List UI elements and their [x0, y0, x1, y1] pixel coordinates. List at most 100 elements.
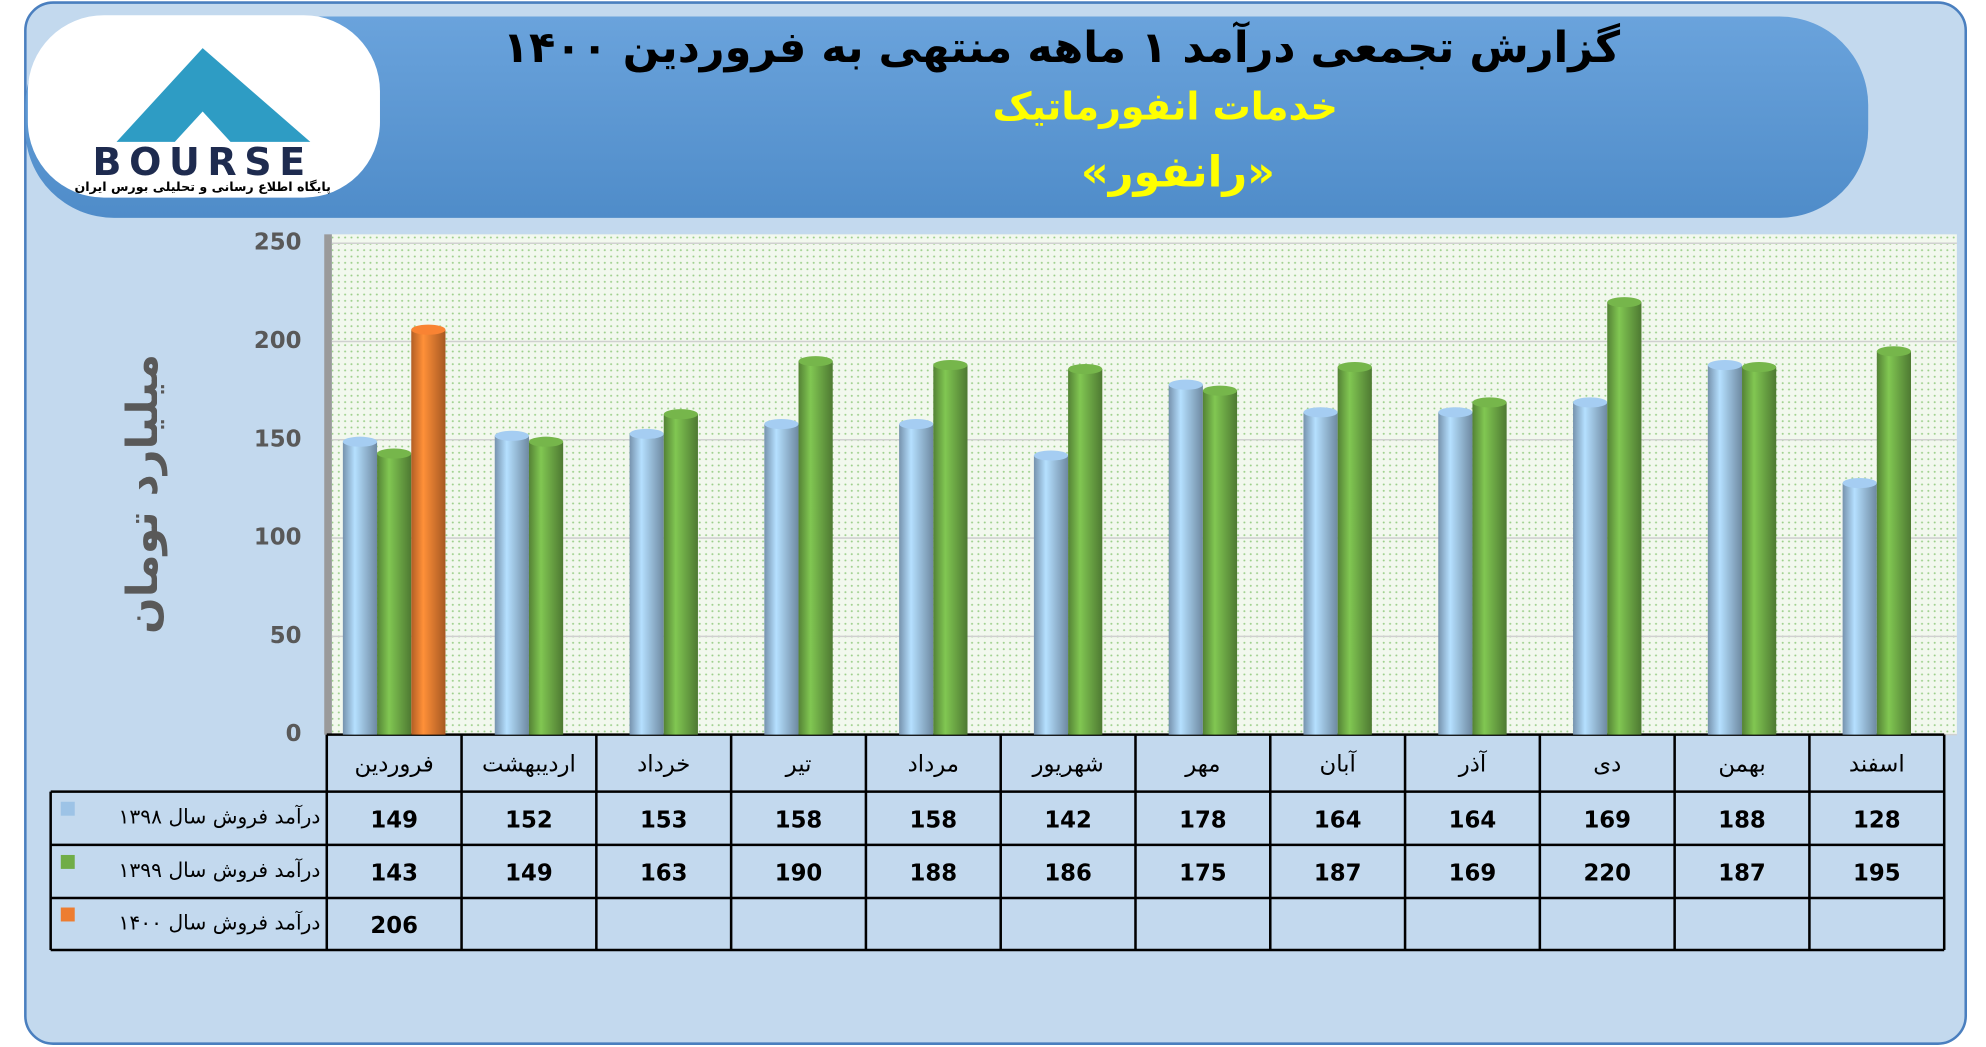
- bar: [933, 365, 968, 735]
- table-value: 188: [910, 860, 958, 886]
- table-value: 149: [505, 860, 553, 886]
- bar-cap: [629, 428, 664, 439]
- x-tick-label: خرداد: [637, 752, 690, 778]
- x-tick-label: آبان: [1319, 750, 1357, 778]
- y-tick-label: 100: [254, 525, 302, 551]
- bar: [1472, 402, 1507, 735]
- table-value: 206: [370, 913, 418, 939]
- bar: [899, 424, 934, 735]
- bar-cap: [1168, 379, 1203, 390]
- legend-swatch: [60, 854, 75, 869]
- bar: [1337, 367, 1372, 735]
- table-value: 220: [1583, 860, 1631, 886]
- bar: [1573, 402, 1608, 735]
- table-value: 164: [1314, 807, 1362, 833]
- table-value: 178: [1179, 807, 1227, 833]
- chart-subtitle: خدمات انفورماتیک: [993, 84, 1338, 128]
- bar-cap: [1068, 363, 1103, 375]
- bar: [1876, 351, 1912, 735]
- table-value: 158: [910, 807, 958, 833]
- bar-cap: [1842, 477, 1877, 489]
- bar-cap: [1742, 361, 1777, 373]
- bar-cap: [494, 430, 529, 441]
- bar-cap: [528, 436, 564, 447]
- y-tick-label: 250: [254, 230, 302, 256]
- bar-cap: [798, 356, 833, 367]
- legend-label: درآمد فروش سال ۱۴۰۰: [119, 909, 321, 934]
- bar-cap: [899, 418, 934, 430]
- legend-label: درآمد فروش سال ۱۳۹۸: [119, 804, 321, 829]
- bar: [1742, 367, 1777, 735]
- bar: [342, 441, 378, 735]
- y-tick-label: 200: [254, 328, 302, 354]
- x-tick-label: بهمن: [1718, 752, 1765, 778]
- bar: [1068, 369, 1103, 735]
- x-tick-label: شهریور: [1031, 752, 1103, 778]
- plot-wall: [324, 234, 332, 735]
- bar-cap: [663, 409, 698, 420]
- logo-mark: [116, 48, 311, 142]
- bar-cap: [1033, 450, 1069, 461]
- y-tick-label: 150: [254, 426, 302, 452]
- table-value: 128: [1853, 807, 1901, 833]
- table-value: 149: [370, 807, 418, 833]
- x-tick-label: فروردین: [355, 752, 434, 778]
- table-value: 175: [1179, 860, 1227, 886]
- y-tick-label: 0: [286, 721, 302, 747]
- logo-tagline: پایگاه اطلاع رسانی و تحلیلی بورس ایران: [74, 179, 330, 194]
- table-value: 142: [1044, 807, 1092, 833]
- table-value: 190: [775, 860, 823, 886]
- x-tick-label: مرداد: [908, 752, 959, 778]
- legend-swatch: [60, 907, 75, 922]
- legend-label: درآمد فروش سال ۱۳۹۹: [119, 857, 321, 882]
- logo-name: BOURSE: [93, 140, 313, 184]
- bar: [377, 453, 412, 735]
- x-tick-label: مهر: [1184, 752, 1220, 778]
- table-value: 158: [775, 807, 823, 833]
- plot-area: [331, 234, 1957, 735]
- table-value: 169: [1449, 860, 1497, 886]
- bar: [1202, 390, 1238, 735]
- bar-cap: [1303, 407, 1338, 418]
- bar-cap: [764, 418, 799, 430]
- table-value: 188: [1718, 807, 1766, 833]
- bar: [798, 361, 833, 735]
- x-tick-label: آذر: [1458, 750, 1488, 778]
- bar-cap: [1607, 297, 1642, 308]
- bar: [663, 414, 698, 735]
- table-value: 195: [1853, 860, 1901, 886]
- x-tick-label: تیر: [785, 752, 812, 778]
- bar: [1168, 384, 1203, 735]
- bar: [494, 435, 529, 735]
- bar: [1707, 365, 1743, 735]
- bar-cap: [1876, 346, 1912, 357]
- table-value: 187: [1314, 860, 1362, 886]
- bar-cap: [377, 448, 412, 459]
- bar: [629, 433, 664, 735]
- company-name: «رانفور»: [1081, 147, 1275, 197]
- bar-cap: [933, 360, 968, 371]
- y-tick-label: 50: [270, 623, 302, 649]
- bar: [1607, 302, 1642, 735]
- x-tick-label: اسفند: [1849, 752, 1905, 778]
- bar-cap: [342, 436, 378, 447]
- table-value: 143: [370, 860, 418, 886]
- bar-cap: [1337, 361, 1372, 373]
- bar-cap: [411, 324, 446, 335]
- x-tick-label: اردیبهشت: [482, 752, 576, 778]
- table-value: 152: [505, 807, 553, 833]
- legend-swatch: [60, 801, 75, 816]
- bar: [1303, 412, 1338, 735]
- bar: [1842, 483, 1877, 735]
- table-value: 163: [640, 860, 688, 886]
- banner: [25, 16, 1869, 218]
- bar: [1438, 412, 1473, 735]
- bar-cap: [1472, 397, 1507, 408]
- chart-title: گزارش تجمعی درآمد ۱ ماهه منتهی به فروردی…: [503, 21, 1621, 73]
- table-value: 169: [1583, 807, 1631, 833]
- table-value: 164: [1449, 807, 1497, 833]
- table-value: 186: [1044, 860, 1092, 886]
- bar-cap: [1707, 360, 1743, 371]
- table-value: 153: [640, 807, 688, 833]
